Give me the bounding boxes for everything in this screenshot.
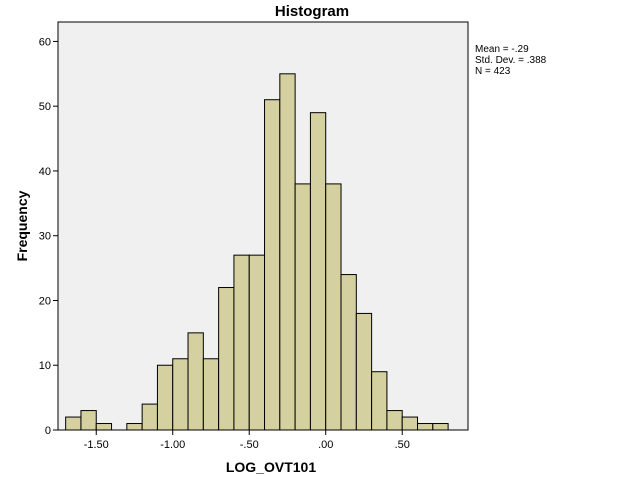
histogram-bar-16 xyxy=(325,183,342,431)
y-tick-label-0: 0 xyxy=(45,425,51,437)
y-tick-label-1: 10 xyxy=(39,360,51,372)
x-tick-label-3: .00 xyxy=(318,439,333,451)
y-tick-label-4: 40 xyxy=(39,166,51,178)
y-axis: 0 10 20 30 40 50 60 xyxy=(39,36,58,437)
stats-std-dev: Std. Dev. = .388 xyxy=(475,55,547,66)
histogram-bar-4 xyxy=(141,403,158,431)
histogram-bar-3 xyxy=(126,423,143,431)
histogram-bar-7 xyxy=(187,332,204,431)
stats-mean: Mean = -.29 xyxy=(475,44,529,55)
histogram-bar-5 xyxy=(156,364,174,431)
histogram-bar-9 xyxy=(218,287,235,431)
x-tick-label-0: -1.50 xyxy=(84,439,109,451)
histogram-bar-21 xyxy=(401,416,419,431)
histogram-bar-19 xyxy=(371,371,388,431)
histogram-bar-13 xyxy=(279,73,296,431)
histogram-bar-11 xyxy=(248,254,266,431)
x-axis-label: LOG_OVT101 xyxy=(226,459,316,475)
x-tick-label-4: .50 xyxy=(395,439,410,451)
chart-title: Histogram xyxy=(275,3,349,20)
bars-group xyxy=(65,73,449,431)
stats-legend: Mean = -.29 Std. Dev. = .388 N = 423 xyxy=(475,44,546,77)
histogram-bar-15 xyxy=(309,112,327,431)
histogram-bar-10 xyxy=(233,254,250,431)
histogram-bar-0 xyxy=(65,416,82,431)
histogram-bar-12 xyxy=(264,99,281,431)
histogram-bar-18 xyxy=(355,312,373,431)
histogram-bar-1 xyxy=(80,410,97,431)
y-axis-label: Frequency xyxy=(14,190,30,261)
histogram-bar-23 xyxy=(432,423,449,431)
histogram-bar-8 xyxy=(202,358,220,431)
x-tick-label-2: -.50 xyxy=(240,439,259,451)
y-tick-label-6: 60 xyxy=(39,36,51,48)
histogram-bar-6 xyxy=(172,358,189,431)
histogram-bar-20 xyxy=(386,410,403,431)
y-tick-label-5: 50 xyxy=(39,101,51,113)
y-tick-label-2: 20 xyxy=(39,295,51,307)
x-axis: -1.50 -1.00 -.50 .00 .50 xyxy=(84,430,410,451)
histogram-bar-14 xyxy=(294,183,311,431)
histogram-bar-22 xyxy=(417,423,434,431)
y-tick-label-3: 30 xyxy=(39,231,51,243)
stats-n: N = 423 xyxy=(475,66,511,77)
histogram-bar-17 xyxy=(340,274,357,431)
histogram-bar-2 xyxy=(95,423,113,431)
x-tick-label-1: -1.00 xyxy=(160,439,185,451)
